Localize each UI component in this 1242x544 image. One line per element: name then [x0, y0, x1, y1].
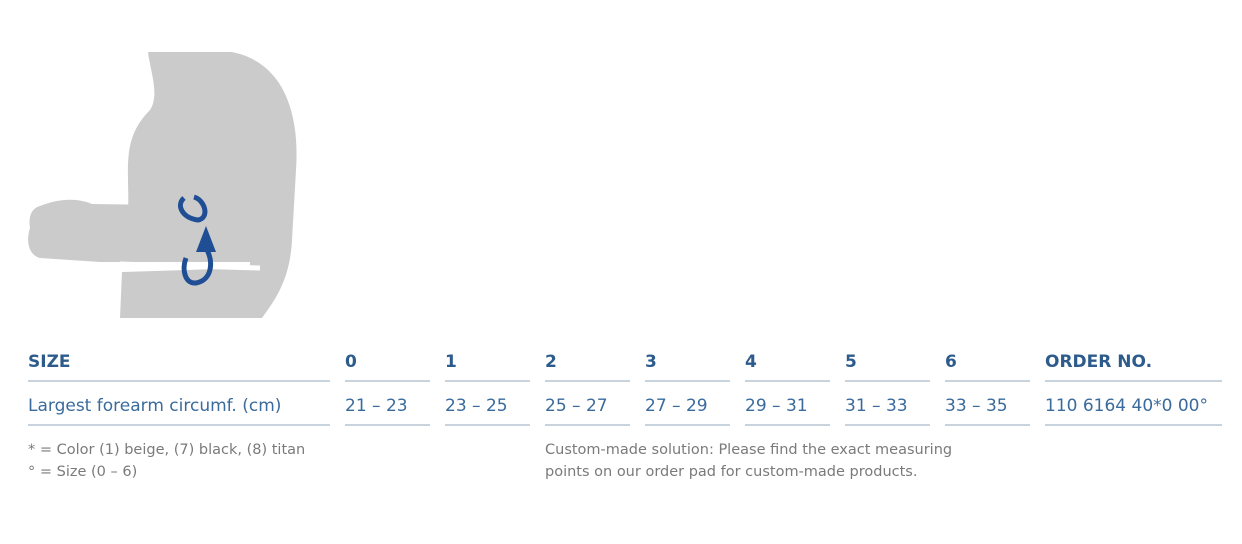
torso	[120, 52, 297, 318]
header-cell: ORDER NO.	[1045, 352, 1222, 382]
table-cell: Largest forearm circumf. (cm)	[28, 396, 330, 426]
header-cell: 1	[445, 352, 530, 382]
header-cell: 4	[745, 352, 830, 382]
table-cell: 33 – 35	[945, 396, 1030, 426]
arrow-arc	[181, 246, 214, 286]
arrow-head	[196, 226, 216, 252]
arm-illustration	[28, 52, 297, 318]
footnote: * = Color (1) beige, (7) black, (8) tita…	[28, 442, 306, 458]
footnote-left: * = Color (1) beige, (7) black, (8) tita…	[28, 439, 305, 483]
header-cell: 0	[345, 352, 430, 382]
header-cell: 5	[845, 352, 930, 382]
table-cell: 27 – 29	[645, 396, 730, 426]
footnote: points on our order pad for custom-made …	[545, 464, 918, 480]
footnote-right: Custom-made solution: Please find the ex…	[545, 439, 952, 483]
footnote: Custom-made solution: Please find the ex…	[545, 442, 953, 458]
table-cell: 21 – 23	[345, 396, 430, 426]
table-cell: 29 – 31	[745, 396, 830, 426]
sleeve-edge	[119, 261, 261, 271]
header-cell: 6	[945, 352, 1030, 382]
footnote: ° = Size (0 – 6)	[28, 464, 138, 480]
arrow-arc	[178, 194, 208, 223]
table-cell: 25 – 27	[545, 396, 630, 426]
header-cell: 3	[645, 352, 730, 382]
table-cell: 23 – 25	[445, 396, 530, 426]
table-cell: 31 – 33	[845, 396, 930, 426]
header-cell: SIZE	[28, 352, 330, 382]
forearm	[28, 199, 250, 262]
header-cell: 2	[545, 352, 630, 382]
table-cell: 110 6164 40*0 00°	[1045, 396, 1222, 426]
